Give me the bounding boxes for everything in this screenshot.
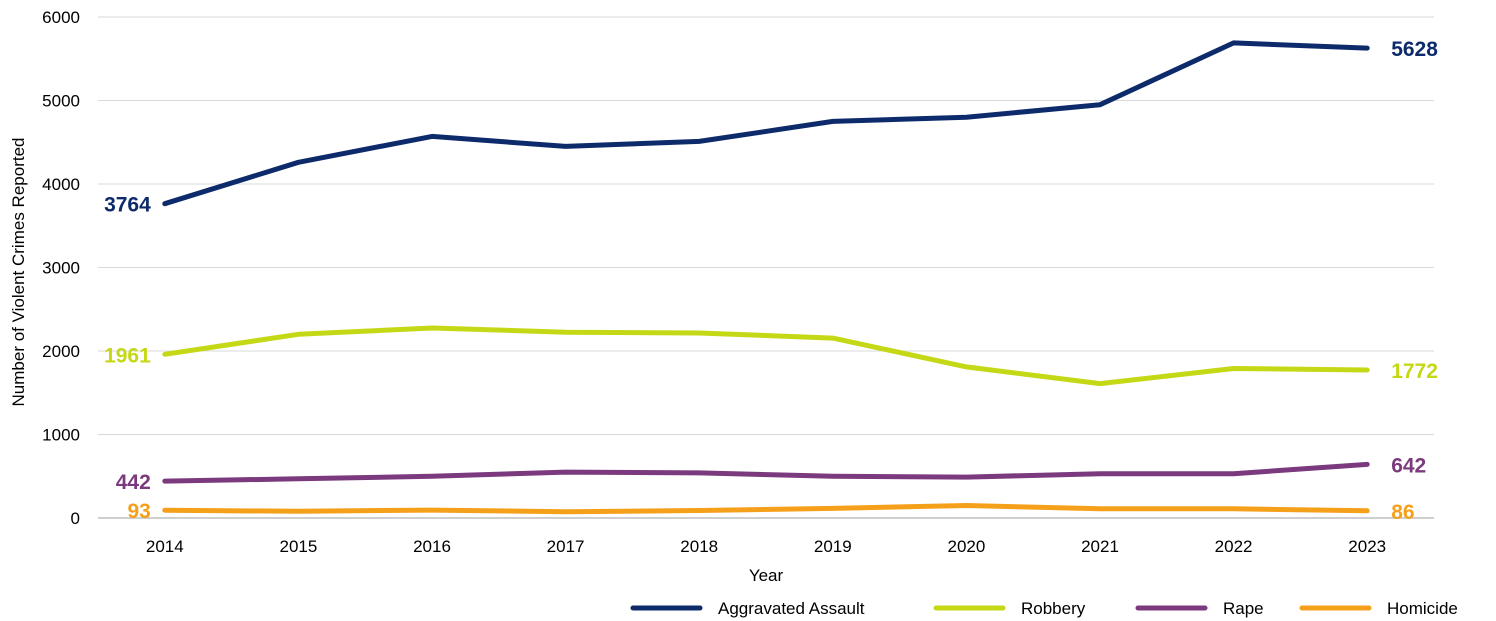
- x-tick-label: 2019: [814, 537, 852, 556]
- legend-label-homicide: Homicide: [1387, 599, 1458, 618]
- legend-item-rape: Rape: [1135, 599, 1264, 618]
- legend-label-rape: Rape: [1223, 599, 1264, 618]
- series-lines: [162, 40, 1370, 515]
- legend-item-aggravated-assault: Aggravated Assault: [630, 599, 865, 618]
- series-line-robbery: [162, 325, 1370, 387]
- x-axis-title: Year: [749, 566, 784, 585]
- legend-item-homicide: Homicide: [1299, 599, 1458, 618]
- data-label-homicide-end: 86: [1391, 501, 1414, 524]
- legend-label-aggravated-assault: Aggravated Assault: [718, 599, 865, 618]
- y-tick-label: 1000: [42, 426, 80, 445]
- y-tick-label: 4000: [42, 175, 80, 194]
- legend-label-robbery: Robbery: [1021, 599, 1086, 618]
- data-labels: 3764 5628 1961 1772 442 642 93 86: [104, 38, 1438, 524]
- y-tick-label: 5000: [42, 92, 80, 111]
- y-axis-ticks: 0 1000 2000 3000 4000 5000 6000: [42, 8, 80, 528]
- y-axis-title: Number of Violent Crimes Reported: [9, 138, 28, 407]
- data-label-robbery-end: 1772: [1391, 360, 1438, 383]
- x-tick-label: 2015: [279, 537, 317, 556]
- data-label-aggravated-assault-end: 5628: [1391, 38, 1438, 61]
- y-tick-label: 0: [71, 509, 80, 528]
- y-tick-label: 6000: [42, 8, 80, 27]
- gridlines: [98, 16, 1434, 519]
- data-label-rape-end: 642: [1391, 454, 1426, 477]
- x-tick-label: 2016: [413, 537, 451, 556]
- series-line-homicide: [162, 503, 1370, 515]
- x-tick-label: 2020: [947, 537, 985, 556]
- legend-item-robbery: Robbery: [933, 599, 1086, 618]
- data-label-homicide-start: 93: [127, 500, 150, 523]
- data-label-rape-start: 442: [116, 471, 151, 494]
- x-tick-label: 2021: [1081, 537, 1119, 556]
- x-tick-label: 2022: [1215, 537, 1253, 556]
- series-line-aggravated-assault: [162, 40, 1370, 207]
- x-tick-label: 2017: [547, 537, 585, 556]
- x-tick-label: 2018: [680, 537, 718, 556]
- y-tick-label: 3000: [42, 259, 80, 278]
- y-tick-label: 2000: [42, 342, 80, 361]
- series-line-rape: [162, 461, 1370, 484]
- x-tick-label: 2023: [1348, 537, 1386, 556]
- legend: Aggravated Assault Robbery Rape Homicide: [630, 599, 1458, 618]
- data-label-robbery-start: 1961: [104, 344, 151, 367]
- x-axis-ticks: 2014 2015 2016 2017 2018 2019 2020 2021 2022 2023: [146, 537, 1386, 556]
- x-tick-label: 2014: [146, 537, 184, 556]
- data-label-aggravated-assault-start: 3764: [104, 194, 151, 217]
